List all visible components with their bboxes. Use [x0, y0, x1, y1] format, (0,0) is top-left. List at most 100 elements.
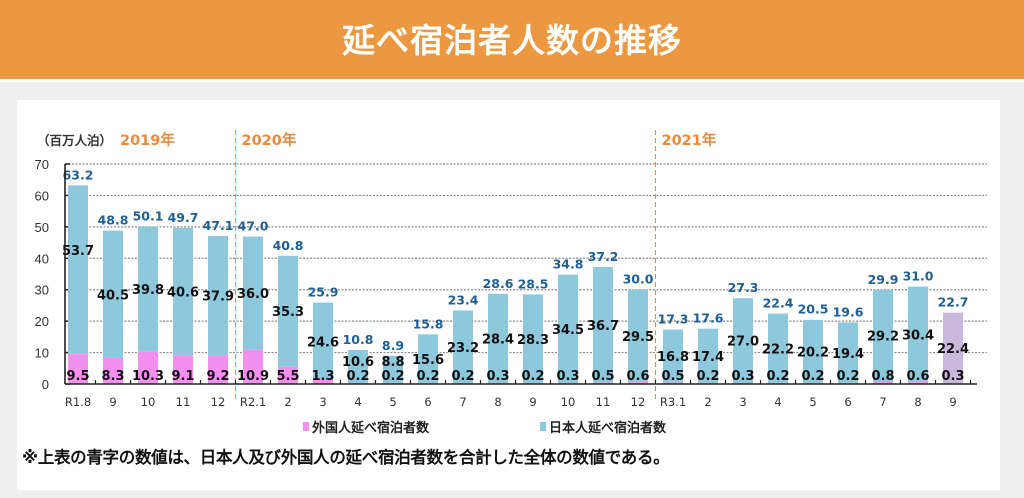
japanese-value-label: 40.6 [167, 286, 199, 301]
bar-japanese [418, 334, 438, 384]
y-axis-unit-label: （百万人泊） [37, 133, 112, 148]
japanese-value-label: 15.6 [412, 353, 444, 368]
bar-foreign [208, 355, 228, 384]
foreign-value-label: 9.1 [171, 369, 194, 384]
total-value-label: 49.7 [168, 210, 199, 225]
footnote: ※上表の青字の数値は、日本人及び外国人の延べ宿泊者数を合計した全体の数値である。 [22, 448, 670, 467]
x-tick-label: 8 [494, 395, 501, 409]
bar-japanese [768, 313, 788, 384]
japanese-value-label: 28.3 [517, 333, 549, 348]
foreign-value-label: 0.2 [801, 369, 824, 384]
japanese-value-label: 35.3 [272, 305, 304, 320]
total-value-label: 28.5 [518, 276, 549, 291]
x-tick-label: 4 [354, 395, 361, 409]
bar-japanese [313, 302, 333, 380]
x-tick-label: R2.1 [240, 395, 266, 409]
total-value-label: 10.8 [343, 332, 374, 347]
total-value-label: 23.4 [448, 292, 479, 307]
x-tick-label: 6 [424, 395, 431, 409]
japanese-value-label: 16.8 [657, 350, 689, 365]
x-tick-label: 12 [631, 395, 646, 409]
x-tick-label: 3 [319, 395, 326, 409]
bar-japanese [943, 312, 963, 384]
year-label: 2019年 [120, 131, 175, 149]
y-tick-label: 10 [35, 346, 49, 361]
x-tick-label: 10 [561, 395, 576, 409]
foreign-value-label: 10.3 [132, 369, 164, 384]
bar-foreign [873, 381, 893, 384]
x-tick-label: 5 [389, 395, 396, 409]
x-tick-label: 3 [739, 395, 746, 409]
y-tick-label: 50 [35, 220, 49, 235]
foreign-value-label: 9.5 [66, 369, 89, 384]
x-tick-label: 2 [284, 395, 291, 409]
total-value-label: 30.0 [623, 272, 654, 287]
japanese-value-label: 27.0 [727, 335, 759, 350]
x-tick-label: 12 [211, 395, 226, 409]
bar-foreign [908, 382, 928, 384]
bar-japanese [803, 319, 823, 384]
stacked-bar-chart: 0 10 20 30 40 50 60 70 （百万人泊） 2019年 2020年 2021年 63.2… [35, 130, 987, 409]
foreign-value-label: 0.3 [941, 369, 964, 384]
legend-item-japanese: 日本人延べ宿泊者数 [540, 417, 666, 436]
bar-japanese [908, 286, 928, 383]
foreign-value-label: 0.2 [346, 369, 369, 384]
foreign-value-label: 0.6 [906, 369, 929, 384]
foreign-value-label: 9.2 [206, 369, 229, 384]
japanese-value-label: 37.9 [202, 290, 234, 305]
total-value-label: 37.2 [588, 249, 619, 264]
bar-japanese [383, 355, 403, 384]
bar-japanese [103, 230, 123, 358]
bar-japanese [698, 328, 718, 384]
total-value-label: 31.0 [903, 269, 934, 284]
bar-japanese [173, 227, 193, 356]
bar-japanese [733, 298, 753, 384]
total-value-label: 17.3 [658, 312, 689, 327]
total-value-label: 20.5 [798, 302, 829, 317]
japanese-value-label: 36.0 [237, 287, 269, 302]
y-tick-label: 40 [35, 251, 49, 266]
y-tick-label: 60 [35, 188, 49, 203]
total-value-label: 34.8 [553, 257, 584, 272]
legend-swatch-foreign [303, 422, 309, 431]
total-value-label: 19.6 [833, 304, 864, 319]
japanese-value-label: 22.2 [762, 342, 794, 357]
japanese-value-label: 23.2 [447, 341, 479, 356]
total-value-label: 28.6 [483, 276, 514, 291]
japanese-value-label: 19.4 [832, 347, 864, 362]
japanese-value-label: 22.4 [937, 342, 969, 357]
japanese-value-label: 30.4 [902, 328, 934, 343]
x-tick-label: 6 [844, 395, 851, 409]
foreign-value-label: 0.2 [451, 369, 474, 384]
bar-foreign [103, 357, 123, 384]
foreign-value-label: 0.8 [871, 369, 894, 384]
x-tick-label: 7 [879, 395, 886, 409]
japanese-value-label: 53.7 [62, 244, 94, 259]
x-tick-label: 11 [176, 395, 191, 409]
legend-label-foreign: 外国人延べ宿泊者数 [312, 421, 430, 436]
legend-label-japanese: 日本人延べ宿泊者数 [549, 421, 667, 436]
foreign-value-label: 0.2 [836, 369, 859, 384]
x-tick-label: 5 [809, 395, 816, 409]
bar-japanese [138, 226, 158, 352]
foreign-value-label: 0.3 [486, 369, 509, 384]
bar-japanese [838, 322, 858, 384]
total-value-label: 22.7 [938, 295, 969, 310]
bar-japanese [628, 289, 648, 383]
x-tick-label: 9 [949, 395, 956, 409]
bar-japanese [873, 289, 893, 382]
total-value-label: 47.0 [238, 218, 269, 233]
bar-japanese [348, 350, 368, 384]
foreign-value-label: 0.3 [731, 369, 754, 384]
y-tick-label: 0 [42, 377, 49, 392]
x-tick-label: 2 [704, 395, 711, 409]
japanese-value-label: 40.5 [97, 288, 129, 303]
bar-foreign [68, 354, 88, 384]
japanese-value-label: 29.2 [867, 330, 899, 345]
japanese-value-label: 29.5 [622, 330, 654, 345]
bar-japanese [523, 294, 543, 384]
x-tick-label: R1.8 [65, 395, 91, 409]
total-value-label: 40.8 [273, 238, 304, 253]
japanese-value-label: 34.5 [552, 323, 584, 338]
foreign-value-label: 0.5 [661, 369, 684, 384]
